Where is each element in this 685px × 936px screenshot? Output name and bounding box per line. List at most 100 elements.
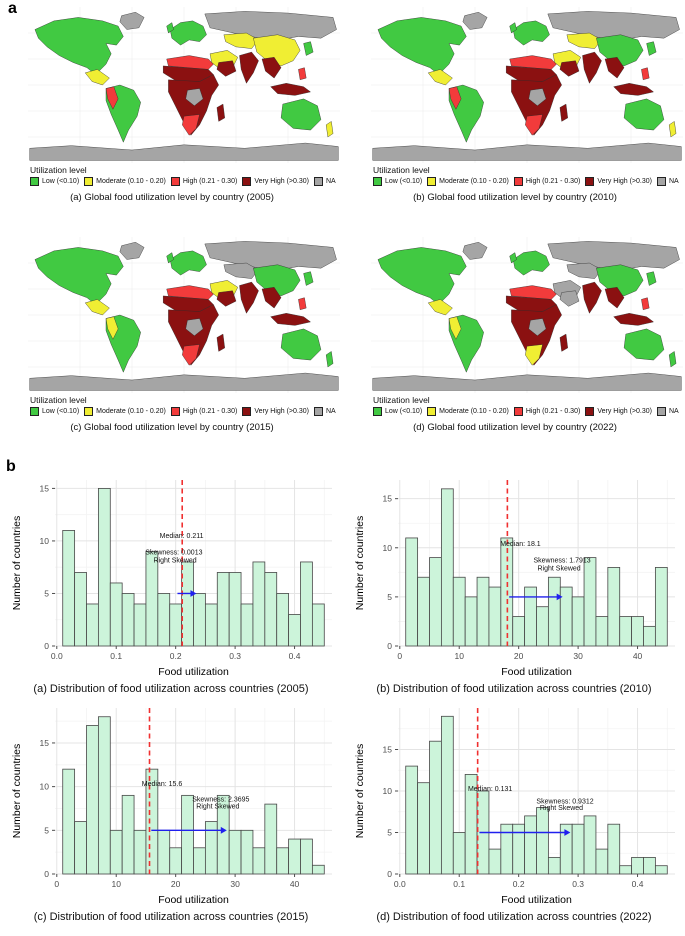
hist-bar bbox=[169, 847, 183, 875]
x-tick-label: 0.3 bbox=[229, 651, 241, 661]
map-region-australia bbox=[280, 98, 322, 131]
hist-bar bbox=[536, 807, 549, 875]
hist-bar bbox=[216, 572, 230, 647]
y-tick-label: 10 bbox=[40, 782, 50, 792]
legend-swatch-very_high bbox=[585, 177, 595, 186]
hist-bar bbox=[631, 616, 644, 647]
x-tick-label: 0.0 bbox=[394, 879, 406, 889]
x-tick-label: 20 bbox=[171, 879, 181, 889]
legend-item-low: Low (<0.10) bbox=[30, 177, 79, 186]
map-region-india bbox=[239, 51, 259, 84]
map-region-north_america bbox=[34, 17, 124, 75]
x-axis-title: Food utilization bbox=[501, 666, 572, 678]
utilization-legend-2005: Utilization level Low (<0.10) Moderate (0… bbox=[30, 165, 342, 186]
map-panel-2005: Utilization level Low (<0.10) Moderate (0… bbox=[2, 7, 342, 203]
hist-panel-2010: Median: 18.1 Skewness: 1.7913 Right Skewed… bbox=[343, 472, 685, 695]
x-tick-label: 10 bbox=[454, 651, 464, 661]
skew-note-annotation: Right Skewed bbox=[196, 803, 239, 810]
map-region-australia bbox=[623, 328, 665, 361]
hist-bar bbox=[405, 765, 419, 875]
legend-swatch-high bbox=[513, 407, 523, 416]
legend-item-na: NA bbox=[656, 177, 679, 186]
y-tick-label: 15 bbox=[383, 494, 393, 504]
legend-item-low: Low (<0.10) bbox=[373, 407, 422, 416]
x-axis-title: Food utilization bbox=[158, 894, 229, 906]
hist-bar bbox=[204, 603, 218, 647]
hist-bar bbox=[571, 596, 585, 647]
hist-bar bbox=[476, 576, 490, 647]
legend-items: Low (<0.10) Moderate (0.10 - 0.20) High (0… bbox=[373, 407, 685, 416]
hist-bar bbox=[654, 567, 668, 647]
legend-label-very_high: Very High (>0.30) bbox=[597, 178, 652, 185]
map-region-antarctica bbox=[29, 372, 339, 391]
map-region-philippines bbox=[298, 297, 307, 310]
hist-bar bbox=[157, 593, 171, 647]
legend-swatch-high bbox=[513, 177, 523, 186]
map-region-east_asia bbox=[253, 264, 301, 297]
x-tick-label: 0.4 bbox=[289, 651, 301, 661]
map-region-europe bbox=[512, 20, 550, 46]
legend-item-na: NA bbox=[656, 407, 679, 416]
x-tick-label: 0.0 bbox=[51, 651, 63, 661]
hist-bar bbox=[300, 838, 313, 875]
legend-items: Low (<0.10) Moderate (0.10 - 0.20) High (0… bbox=[30, 407, 342, 416]
map-region-greenland bbox=[462, 242, 488, 260]
hist-bar bbox=[464, 596, 478, 647]
legend-swatch-low bbox=[373, 407, 382, 416]
map-region-uk bbox=[166, 252, 174, 264]
x-tick-label: 40 bbox=[290, 879, 300, 889]
hist-bar bbox=[607, 567, 621, 647]
map-region-antarctica bbox=[29, 142, 339, 161]
map-region-uk bbox=[509, 252, 517, 264]
hist-bar bbox=[417, 782, 430, 875]
legend-items: Low (<0.10) Moderate (0.10 - 0.20) High (0… bbox=[30, 177, 342, 186]
hist-bar bbox=[240, 603, 254, 647]
skewness-annotation: Skewness: 0.0013 bbox=[145, 550, 202, 557]
skewness-annotation: Skewness: 2.3695 bbox=[192, 796, 249, 803]
hist-bar bbox=[311, 864, 325, 875]
skewness-annotation: Skewness: 1.7913 bbox=[533, 558, 590, 565]
hist-bar bbox=[86, 603, 99, 647]
y-tick-label: 5 bbox=[44, 825, 49, 835]
map-caption-2005: (a) Global food utilization level by cou… bbox=[70, 192, 274, 203]
y-tick-label: 5 bbox=[44, 588, 49, 598]
legend-swatch-moderate bbox=[84, 407, 94, 416]
y-axis-title: Number of countries bbox=[11, 744, 23, 839]
y-axis-title: Number of countries bbox=[354, 516, 366, 611]
legend-label-na: NA bbox=[668, 178, 679, 185]
legend-label-very_high: Very High (>0.30) bbox=[254, 408, 309, 415]
y-tick-label: 15 bbox=[40, 738, 50, 748]
hist-bar bbox=[62, 530, 76, 647]
legend-label-moderate: Moderate (0.10 - 0.20) bbox=[439, 408, 509, 415]
skew-note-annotation: Right Skewed bbox=[540, 805, 583, 812]
map-region-antarctica bbox=[372, 142, 682, 161]
legend-label-low: Low (<0.10) bbox=[42, 178, 80, 185]
hist-caption-2005: (a) Distribution of food utilization acr… bbox=[33, 683, 309, 695]
hist-bar bbox=[181, 794, 194, 875]
y-tick-label: 15 bbox=[383, 745, 393, 755]
skew-arrow-head bbox=[220, 826, 227, 834]
hist-bar bbox=[288, 838, 301, 875]
legend-item-moderate: Moderate (0.10 - 0.20) bbox=[427, 177, 509, 186]
hist-bar bbox=[547, 856, 561, 875]
map-region-indonesia bbox=[613, 313, 654, 326]
map-region-new_zealand bbox=[668, 121, 677, 138]
legend-item-very_high: Very High (>0.30) bbox=[242, 407, 309, 416]
map-region-congo bbox=[528, 88, 547, 106]
map-region-uk bbox=[166, 22, 174, 34]
map-region-russia bbox=[204, 11, 337, 41]
x-tick-label: 0.2 bbox=[513, 879, 525, 889]
hist-bar bbox=[405, 537, 419, 647]
hist-bar bbox=[440, 715, 454, 875]
map-region-indonesia bbox=[270, 83, 311, 96]
hist-bar bbox=[145, 768, 159, 875]
utilization-legend-2010: Utilization level Low (<0.10) Moderate (0… bbox=[373, 165, 685, 186]
legend-label-moderate: Moderate (0.10 - 0.20) bbox=[96, 178, 166, 185]
legend-item-very_high: Very High (>0.30) bbox=[242, 177, 309, 186]
hist-bar bbox=[643, 856, 656, 875]
map-region-north_america bbox=[377, 17, 467, 75]
map-region-n_africa bbox=[509, 285, 557, 300]
legend-label-very_high: Very High (>0.30) bbox=[254, 178, 309, 185]
map-region-mexico bbox=[428, 69, 453, 86]
hist-bar bbox=[512, 616, 526, 647]
